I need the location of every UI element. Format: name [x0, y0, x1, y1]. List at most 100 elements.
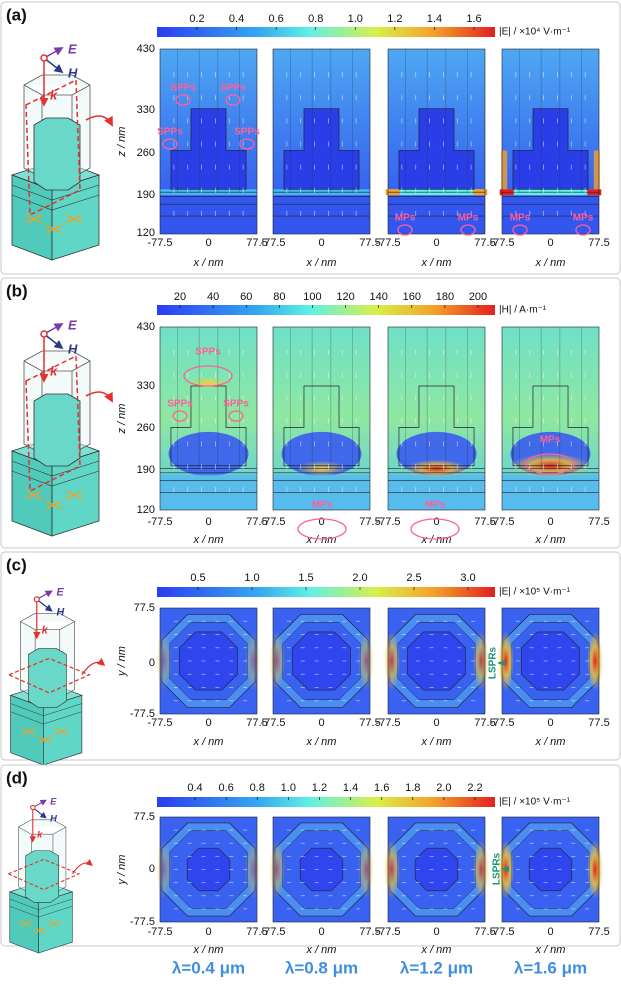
- core: [299, 847, 344, 892]
- colorbar-unit: |E| / ×10⁵ V·m⁻¹: [499, 797, 571, 808]
- field-map: [501, 326, 600, 511]
- annotation: SPPs: [167, 399, 193, 410]
- annotation-ring: [297, 518, 347, 540]
- x-tick-label: -77.5: [147, 926, 172, 938]
- x-axis-label: x / nm: [306, 944, 337, 956]
- x-axis-label: x / nm: [306, 257, 337, 269]
- x-axis-label: x / nm: [535, 534, 566, 546]
- annotation-ring: [172, 410, 188, 422]
- dipole: [34, 927, 46, 935]
- e-label: E: [68, 41, 77, 56]
- pointer-arrow: [85, 115, 113, 127]
- colorbar-tick-label: 1.6: [466, 13, 481, 25]
- e-label: E: [50, 796, 57, 806]
- cut-plane: [25, 354, 81, 493]
- annotation-ring: [460, 224, 476, 236]
- top-block: [303, 108, 340, 151]
- colorbar-tick-label: 2.5: [406, 572, 421, 584]
- dipole: [45, 500, 63, 510]
- y-tick-label: 77.5: [134, 811, 155, 823]
- panel-label: (c): [6, 555, 27, 574]
- field-map: [387, 326, 486, 511]
- annotation: MPs: [510, 213, 531, 224]
- annotation-ring: [162, 138, 178, 150]
- dipole: [54, 727, 69, 736]
- x-tick-label: -77.5: [147, 717, 172, 729]
- x-axis-label: x / nm: [421, 736, 452, 748]
- substrate: [160, 192, 257, 234]
- h-arrow: [43, 57, 64, 74]
- wavelength-label: λ=0.8 μm: [285, 958, 358, 977]
- x-axis-label: x / nm: [421, 257, 452, 269]
- edge-field: [358, 840, 375, 899]
- annotation-ring: [525, 453, 575, 475]
- structure-outline: [170, 108, 247, 190]
- field-map: [155, 607, 262, 715]
- dipole: [25, 490, 43, 500]
- y-tick-label: 77.5: [134, 602, 155, 614]
- x-tick-label: 0: [433, 516, 439, 528]
- hot-spot: [188, 377, 229, 390]
- edge-field: [268, 840, 285, 899]
- wide-block: [398, 150, 475, 190]
- k-label: k: [50, 363, 58, 378]
- colorbar-tick-label: 1.4: [427, 13, 442, 25]
- rod: [28, 648, 67, 708]
- map-frame: [272, 816, 371, 923]
- colorbar-unit: |E| / ×10⁵ V·m⁻¹: [499, 587, 571, 598]
- x-tick-label: 77.5: [359, 237, 380, 249]
- k-label: k: [50, 87, 58, 102]
- x-axis-label: x / nm: [193, 736, 224, 748]
- x-tick-label: 0: [205, 717, 211, 729]
- field-map: [385, 48, 488, 235]
- k-label: k: [37, 829, 43, 839]
- colorbar-tick-label: 1.6: [374, 782, 389, 794]
- colorbar-unit: |E| / ×10⁴ V·m⁻¹: [499, 27, 571, 38]
- pointer-arrow: [85, 391, 113, 403]
- h-arrow: [32, 807, 47, 819]
- y-tick-label: 190: [137, 464, 155, 476]
- low-field: [168, 431, 249, 476]
- annotation-arrow: [497, 660, 505, 666]
- e-label: E: [56, 587, 64, 599]
- x-axis-label: x / nm: [306, 534, 337, 546]
- h-label: H: [56, 606, 64, 618]
- edge-field: [383, 631, 400, 691]
- map-frame: [501, 326, 600, 511]
- structure-outline: [512, 108, 589, 190]
- x-tick-label: 77.5: [474, 717, 495, 729]
- edge-field: [358, 631, 375, 691]
- annotation: SPPs: [170, 83, 196, 94]
- edge-field: [245, 631, 262, 691]
- panel-label: (d): [6, 768, 28, 787]
- dipole: [38, 735, 52, 744]
- annotation-arrow: [501, 866, 509, 872]
- x-tick-label: -77.5: [147, 237, 172, 249]
- colorbar-tick-label: 1.0: [348, 13, 363, 25]
- annotation-ring: [175, 94, 191, 106]
- layer-line: [10, 711, 82, 725]
- panel-label: (a): [6, 5, 27, 24]
- rod: [33, 393, 81, 467]
- map-frame: [501, 816, 600, 923]
- dipole: [65, 490, 83, 500]
- field-map: [272, 326, 371, 511]
- annotation: MPs: [458, 213, 479, 224]
- schematic: EHk: [7, 587, 106, 766]
- panel-border: [0, 1, 621, 275]
- edge-field: [268, 631, 285, 691]
- wide-block: [283, 150, 360, 190]
- colorbar-tick-label: 200: [469, 291, 487, 303]
- annotation: SPPs: [223, 399, 249, 410]
- colorbar-tick-label: 100: [303, 291, 321, 303]
- x-tick-label: -77.5: [375, 237, 400, 249]
- top-block: [190, 108, 227, 151]
- x-axis-label: x / nm: [421, 534, 452, 546]
- layer-line: [10, 703, 82, 717]
- y-tick-label: 190: [137, 189, 155, 201]
- dipole: [48, 920, 61, 927]
- x-tick-label: 0: [547, 926, 553, 938]
- pointer-arrow: [71, 858, 93, 875]
- h-label: H: [50, 814, 57, 824]
- y-tick-label: 120: [137, 227, 155, 239]
